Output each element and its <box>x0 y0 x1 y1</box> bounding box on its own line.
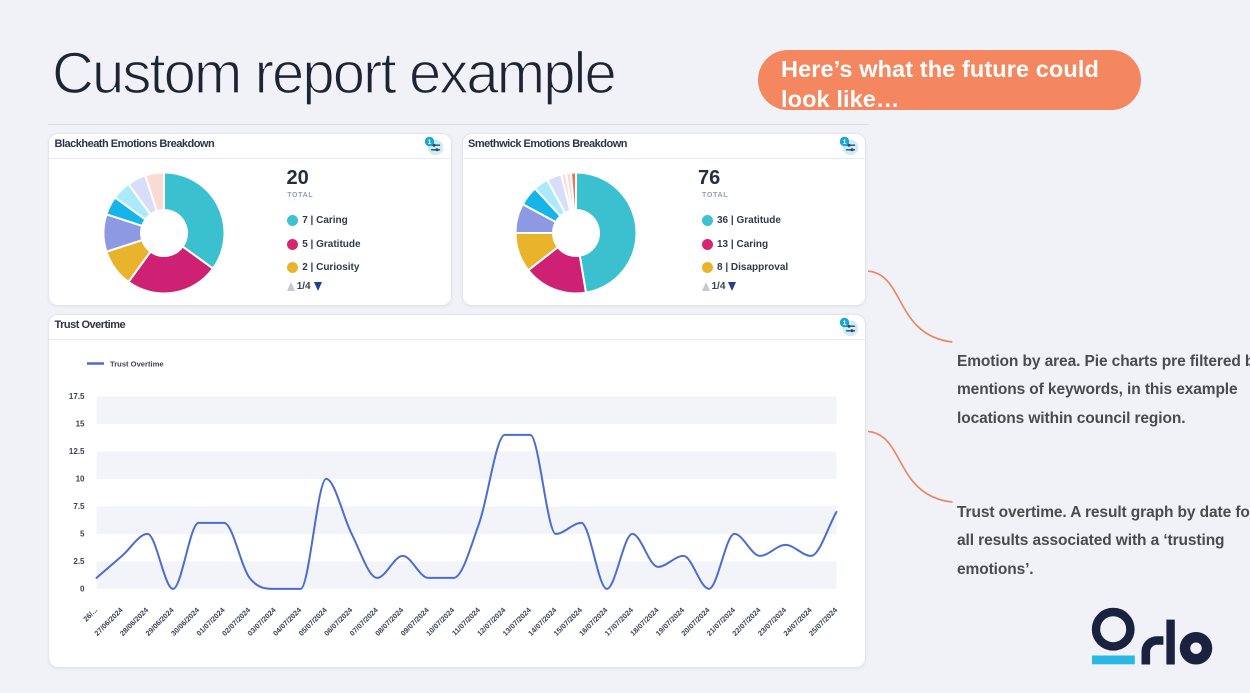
svg-text:25/07/2024: 25/07/2024 <box>807 604 840 637</box>
svg-text:5: 5 <box>80 529 85 538</box>
svg-text:26/...: 26/... <box>81 605 99 623</box>
svg-text:17.5: 17.5 <box>69 392 85 401</box>
svg-text:10: 10 <box>76 474 85 483</box>
svg-text:0: 0 <box>80 584 85 593</box>
svg-text:12.5: 12.5 <box>69 447 85 456</box>
svg-text:2.5: 2.5 <box>73 557 85 566</box>
svg-text:1: 1 <box>842 138 846 145</box>
svg-text:7.5: 7.5 <box>73 502 85 511</box>
svg-text:1: 1 <box>428 138 432 145</box>
svg-text:15: 15 <box>76 419 85 428</box>
svg-text:1: 1 <box>842 319 846 326</box>
svg-text:Trust Overtime: Trust Overtime <box>110 359 164 368</box>
